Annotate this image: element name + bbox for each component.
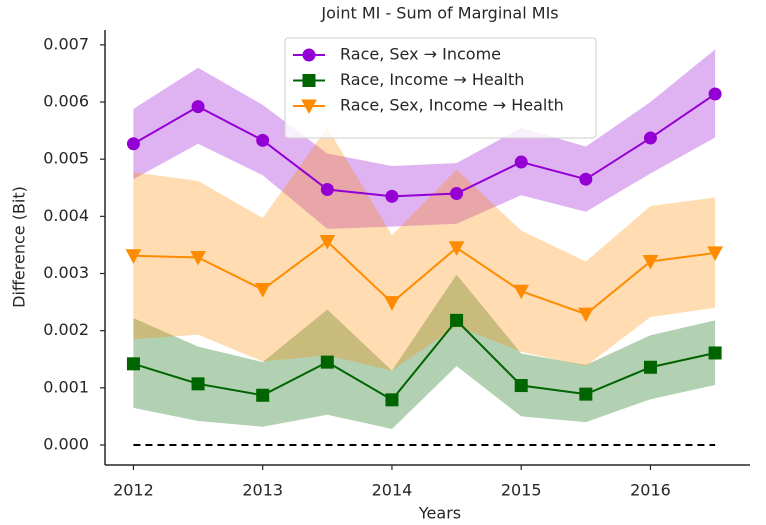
legend-label: Race, Sex → Income: [340, 45, 501, 64]
y-axis-label: Difference (Bit): [10, 186, 29, 308]
marker: [448, 241, 465, 256]
y-tick-label: 0.007: [43, 34, 89, 53]
legend-box: [284, 37, 597, 139]
marker: [126, 357, 140, 371]
marker: [384, 296, 400, 311]
x-tick-label: 2013: [242, 481, 283, 500]
marker: [513, 284, 530, 300]
marker: [319, 234, 336, 250]
marker: [125, 249, 142, 264]
marker: [301, 99, 317, 115]
marker: [708, 346, 722, 360]
y-tick-label: 0.000: [43, 434, 89, 453]
marker: [302, 48, 316, 62]
marker: [191, 100, 205, 114]
confidence-band: [133, 274, 716, 429]
marker: [579, 172, 593, 186]
y-tick-label: 0.003: [43, 263, 89, 282]
y-tick-label: 0.004: [43, 206, 89, 225]
marker: [514, 155, 528, 169]
marker: [643, 131, 657, 145]
marker: [254, 283, 271, 298]
marker: [642, 255, 659, 270]
marker: [126, 137, 140, 151]
series-line: [133, 318, 716, 402]
confidence-band: [133, 127, 716, 371]
marker: [320, 182, 334, 196]
legend: Race, Sex → Income Race, Income → Health R…: [284, 37, 597, 139]
marker: [450, 313, 464, 327]
marker: [579, 387, 593, 401]
marker: [190, 251, 206, 266]
marker: [191, 377, 205, 391]
y-tick-label: 0.001: [43, 377, 89, 396]
marker: [578, 307, 594, 323]
confidence-band: [133, 49, 716, 229]
y-tick-label: 0.002: [43, 320, 89, 339]
legend-label: Race, Sex, Income → Health: [340, 96, 564, 115]
y-tick-label: 0.005: [43, 149, 89, 168]
marker: [256, 133, 270, 147]
x-tick-label: 2016: [630, 481, 671, 500]
marker: [643, 360, 657, 374]
marker: [256, 388, 270, 402]
series-line: [132, 93, 716, 198]
marker: [385, 393, 399, 407]
chart-title: Joint MI - Sum of Marginal MIs: [320, 4, 558, 23]
marker: [320, 355, 334, 369]
series-line: [133, 240, 716, 316]
x-tick-label: 2014: [372, 481, 413, 500]
legend-label: Race, Income → Health: [340, 70, 524, 89]
marker: [385, 189, 399, 203]
x-tick-label: 2012: [113, 481, 154, 500]
x-axis-label: Years: [418, 504, 461, 523]
marker: [514, 379, 528, 393]
marker: [707, 246, 723, 261]
y-tick-label: 0.006: [43, 92, 89, 111]
marker: [302, 74, 316, 87]
marker: [450, 186, 464, 200]
marker: [708, 87, 722, 101]
x-tick-label: 2015: [501, 481, 542, 500]
